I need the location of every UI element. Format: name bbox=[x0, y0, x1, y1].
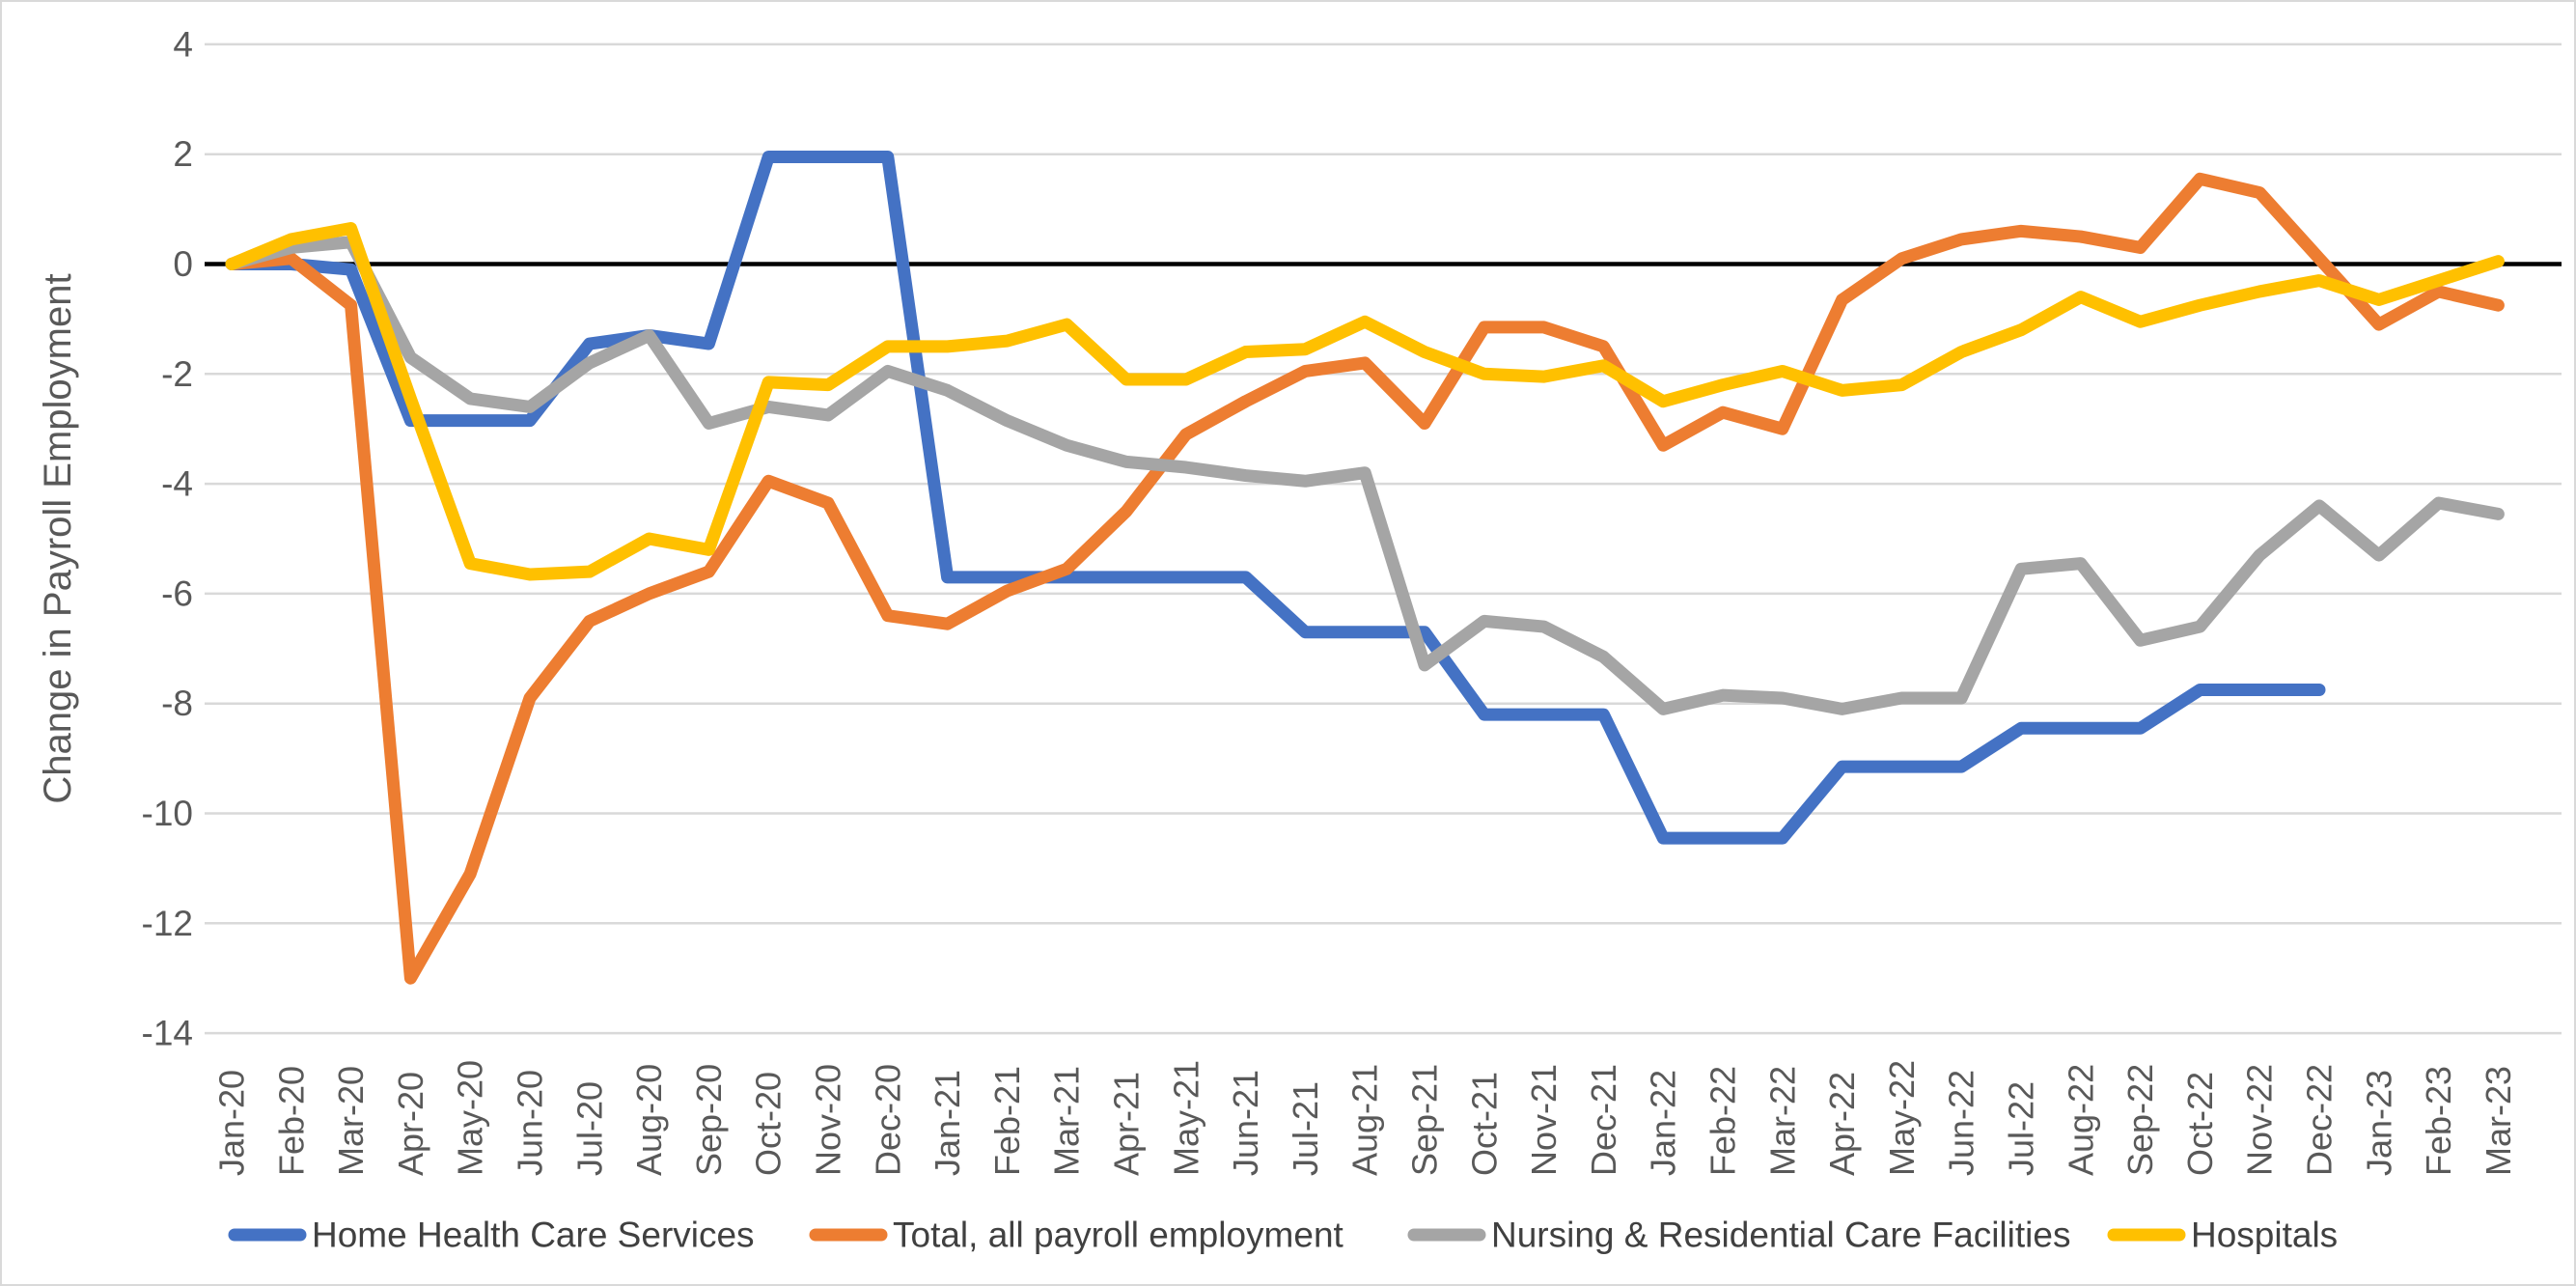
x-axis-tick-labels: Jan-20 Feb-20 Mar-20 Apr-20 May-20 Jun-20 Jul-… bbox=[212, 1060, 2518, 1176]
x-tick-label: Mar-22 bbox=[1762, 1066, 1802, 1176]
x-tick-label: Dec-22 bbox=[2300, 1064, 2340, 1176]
y-tick-label: 0 bbox=[173, 244, 193, 284]
y-axis-title: Change in Payroll Employment bbox=[37, 273, 79, 803]
legend-item-nursing-residential-care-facilities: Nursing & Residential Care Facilities bbox=[1407, 1216, 2070, 1255]
y-tick-label: 2 bbox=[173, 134, 193, 174]
y-tick-label: 4 bbox=[173, 24, 193, 64]
x-tick-label: Mar-21 bbox=[1047, 1066, 1087, 1176]
x-tick-label: Jan-23 bbox=[2359, 1070, 2398, 1176]
series-line-total-all-payroll-employment bbox=[225, 172, 2505, 985]
x-tick-label: Jul-21 bbox=[1286, 1081, 1325, 1176]
y-tick-label: -6 bbox=[161, 573, 193, 613]
y-tick-label: -2 bbox=[161, 354, 193, 394]
legend-label: Nursing & Residential Care Facilities bbox=[1491, 1216, 2070, 1255]
x-tick-label: Jun-22 bbox=[1942, 1070, 1981, 1176]
x-tick-label: Sep-22 bbox=[2120, 1064, 2160, 1176]
x-tick-label: Feb-20 bbox=[271, 1066, 311, 1176]
legend-item-hospitals: Hospitals bbox=[2107, 1216, 2338, 1255]
x-tick-label: Apr-20 bbox=[391, 1072, 430, 1176]
series-line-home-health-care-services bbox=[225, 151, 2326, 845]
x-tick-label: May-21 bbox=[1166, 1060, 1205, 1176]
x-tick-label: Aug-20 bbox=[629, 1064, 669, 1176]
y-axis-tick-labels: 4 2 0 -2 -4 -6 -8 -10 -12 -14 bbox=[142, 24, 193, 1052]
x-tick-label: Sep-20 bbox=[689, 1064, 729, 1176]
legend-item-total-all-payroll-employment: Total, all payroll employment bbox=[809, 1216, 1344, 1255]
series-lines bbox=[225, 151, 2505, 985]
legend-label: Home Health Care Services bbox=[312, 1216, 755, 1255]
legend-item-home-health-care-services: Home Health Care Services bbox=[228, 1216, 755, 1255]
x-tick-label: Oct-22 bbox=[2180, 1072, 2220, 1176]
x-tick-label: Oct-20 bbox=[749, 1072, 789, 1176]
x-tick-label: Feb-22 bbox=[1703, 1066, 1743, 1176]
gridlines bbox=[205, 42, 2562, 1035]
y-tick-label: -14 bbox=[142, 1014, 193, 1053]
y-tick-label: -4 bbox=[161, 464, 193, 504]
x-tick-label: Dec-20 bbox=[868, 1064, 907, 1176]
y-tick-label: -12 bbox=[142, 904, 193, 943]
x-tick-label: Jan-21 bbox=[928, 1070, 967, 1176]
series-line-hospitals bbox=[225, 222, 2505, 581]
x-tick-label: Dec-21 bbox=[1584, 1064, 1623, 1176]
x-tick-label: Jan-20 bbox=[212, 1070, 252, 1176]
x-tick-label: Jan-22 bbox=[1644, 1070, 1683, 1176]
x-tick-label: Mar-23 bbox=[2479, 1066, 2518, 1176]
x-tick-label: May-20 bbox=[451, 1060, 490, 1176]
y-tick-label: -10 bbox=[142, 794, 193, 833]
x-tick-label: Nov-21 bbox=[1524, 1064, 1564, 1176]
x-tick-label: Nov-22 bbox=[2240, 1064, 2280, 1176]
y-tick-label: -8 bbox=[161, 684, 193, 723]
x-tick-label: Jun-21 bbox=[1226, 1070, 1265, 1176]
x-tick-label: Apr-21 bbox=[1107, 1072, 1147, 1176]
x-tick-label: Mar-20 bbox=[331, 1066, 371, 1176]
x-tick-label: Oct-21 bbox=[1464, 1072, 1504, 1176]
x-tick-label: Jun-20 bbox=[511, 1070, 550, 1176]
x-tick-label: Aug-22 bbox=[2061, 1064, 2100, 1176]
x-tick-label: Sep-21 bbox=[1405, 1064, 1445, 1176]
series-line-nursing-residential-care-facilities bbox=[225, 236, 2505, 715]
x-tick-label: Jul-20 bbox=[569, 1081, 609, 1176]
x-tick-label: Jul-22 bbox=[2002, 1081, 2041, 1176]
x-tick-label: Apr-22 bbox=[1822, 1072, 1862, 1176]
x-tick-label: Feb-21 bbox=[987, 1066, 1027, 1176]
x-tick-label: Aug-21 bbox=[1345, 1064, 1385, 1176]
legend-label: Total, all payroll employment bbox=[893, 1216, 1344, 1255]
x-tick-label: May-22 bbox=[1882, 1060, 1922, 1176]
legend: Home Health Care Services Total, all payr… bbox=[228, 1216, 2338, 1255]
x-tick-label: Feb-23 bbox=[2419, 1066, 2458, 1176]
x-tick-label: Nov-20 bbox=[809, 1064, 848, 1176]
legend-label: Hospitals bbox=[2191, 1216, 2338, 1255]
